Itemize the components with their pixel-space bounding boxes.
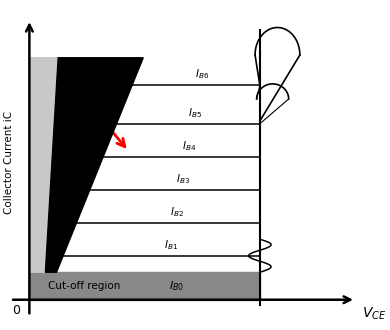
Text: $I_{B1}$: $I_{B1}$ [164,238,178,251]
Polygon shape [45,58,143,272]
Text: $I_{B5}$: $I_{B5}$ [188,106,202,120]
Text: $I_{B6}$: $I_{B6}$ [195,67,209,81]
Text: Collector Current iC: Collector Current iC [4,111,14,214]
Text: $I_{B2}$: $I_{B2}$ [170,205,184,218]
Text: $I_{B4}$: $I_{B4}$ [182,139,197,153]
Text: $I_{B3}$: $I_{B3}$ [176,172,190,185]
Text: $V_{CE}$: $V_{CE}$ [362,305,387,322]
Bar [29,272,260,300]
Text: $I_{B0}$: $I_{B0}$ [169,279,184,293]
Polygon shape [29,58,119,272]
Text: 0: 0 [12,304,21,317]
Text: Cut-off region: Cut-off region [48,281,120,291]
Text: ?: ? [85,84,96,103]
